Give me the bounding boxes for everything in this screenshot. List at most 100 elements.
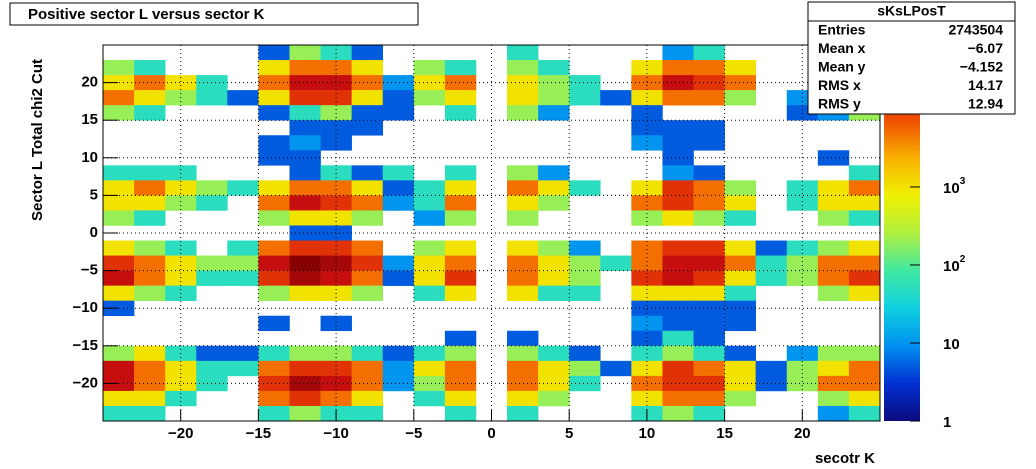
cell xyxy=(103,255,135,271)
cell xyxy=(724,255,756,271)
z-tick-label: 1 xyxy=(943,414,951,431)
cell xyxy=(103,45,134,60)
cell xyxy=(320,165,352,181)
cell xyxy=(507,90,539,106)
cell xyxy=(662,360,694,377)
cell xyxy=(724,75,756,91)
cell xyxy=(227,135,258,150)
cell xyxy=(725,331,756,346)
cell xyxy=(693,45,725,61)
cell xyxy=(538,75,570,91)
cell xyxy=(444,165,477,181)
cell xyxy=(507,45,539,61)
cell xyxy=(662,345,694,362)
cell xyxy=(693,330,725,347)
cell xyxy=(103,165,135,181)
cell xyxy=(134,360,166,377)
cell xyxy=(631,60,663,76)
cell xyxy=(103,270,135,286)
cell xyxy=(476,45,507,60)
cell xyxy=(848,195,881,211)
cell xyxy=(507,345,539,362)
cell xyxy=(258,165,289,180)
cell xyxy=(227,255,259,271)
cell xyxy=(569,210,600,225)
cell xyxy=(818,301,849,316)
cell xyxy=(693,120,725,136)
cell xyxy=(134,165,166,181)
cell xyxy=(476,105,507,120)
cell xyxy=(413,90,446,106)
cell xyxy=(134,240,166,256)
cell xyxy=(631,240,663,256)
stats-label: Mean x xyxy=(818,40,866,56)
cell xyxy=(258,255,290,271)
cell xyxy=(227,240,259,256)
cell xyxy=(382,90,415,106)
cell xyxy=(413,240,446,256)
cell xyxy=(600,210,631,225)
cell xyxy=(507,330,539,347)
cell xyxy=(725,165,756,180)
cell xyxy=(600,195,631,210)
cell xyxy=(538,390,570,407)
cell xyxy=(351,60,384,76)
cell xyxy=(196,120,227,135)
cell xyxy=(289,60,321,76)
cell xyxy=(227,406,258,421)
cell xyxy=(320,180,352,196)
cell xyxy=(196,345,228,362)
cell xyxy=(631,45,662,60)
cell xyxy=(289,375,321,392)
cell xyxy=(351,405,384,422)
cell xyxy=(444,285,477,301)
cell xyxy=(382,375,415,392)
cell xyxy=(631,330,663,347)
cell xyxy=(196,210,227,225)
cell xyxy=(724,240,756,256)
cell xyxy=(289,90,321,106)
cell xyxy=(103,345,135,362)
cell xyxy=(258,45,290,61)
cell xyxy=(382,345,415,362)
cell xyxy=(693,135,725,151)
cell xyxy=(289,165,321,181)
y-tick-label: 5 xyxy=(90,186,98,203)
cell xyxy=(196,180,228,196)
cell xyxy=(724,345,756,362)
y-tick-label: −10 xyxy=(73,299,98,316)
cell xyxy=(165,165,197,181)
z-tick-base: 10 xyxy=(943,180,960,197)
cell xyxy=(693,240,725,256)
cell xyxy=(320,105,352,121)
cell xyxy=(569,285,601,301)
cell xyxy=(289,135,321,151)
cell xyxy=(569,90,601,106)
cell xyxy=(507,135,538,150)
y-tick-label: 20 xyxy=(81,74,98,91)
cell xyxy=(382,180,415,196)
cell xyxy=(662,240,694,256)
cell xyxy=(413,195,446,211)
cell xyxy=(165,255,197,271)
cell xyxy=(507,375,539,392)
cell xyxy=(756,331,787,346)
cell xyxy=(849,120,880,135)
z-tick-label: 102 xyxy=(943,254,966,275)
cell xyxy=(103,180,135,196)
cell xyxy=(289,240,321,256)
cell xyxy=(693,210,725,226)
cell xyxy=(227,45,258,60)
cell xyxy=(631,255,663,271)
x-tick-label: 5 xyxy=(565,425,573,442)
cell xyxy=(165,316,196,331)
stats-title: sKsLPosT xyxy=(877,3,946,19)
cell xyxy=(693,405,725,422)
cell xyxy=(383,60,414,75)
cell xyxy=(103,331,134,346)
cell xyxy=(818,120,849,135)
cell xyxy=(817,180,850,196)
cell xyxy=(818,225,849,240)
stats-label: Entries xyxy=(818,22,866,38)
y-tick-label: −15 xyxy=(73,337,98,354)
